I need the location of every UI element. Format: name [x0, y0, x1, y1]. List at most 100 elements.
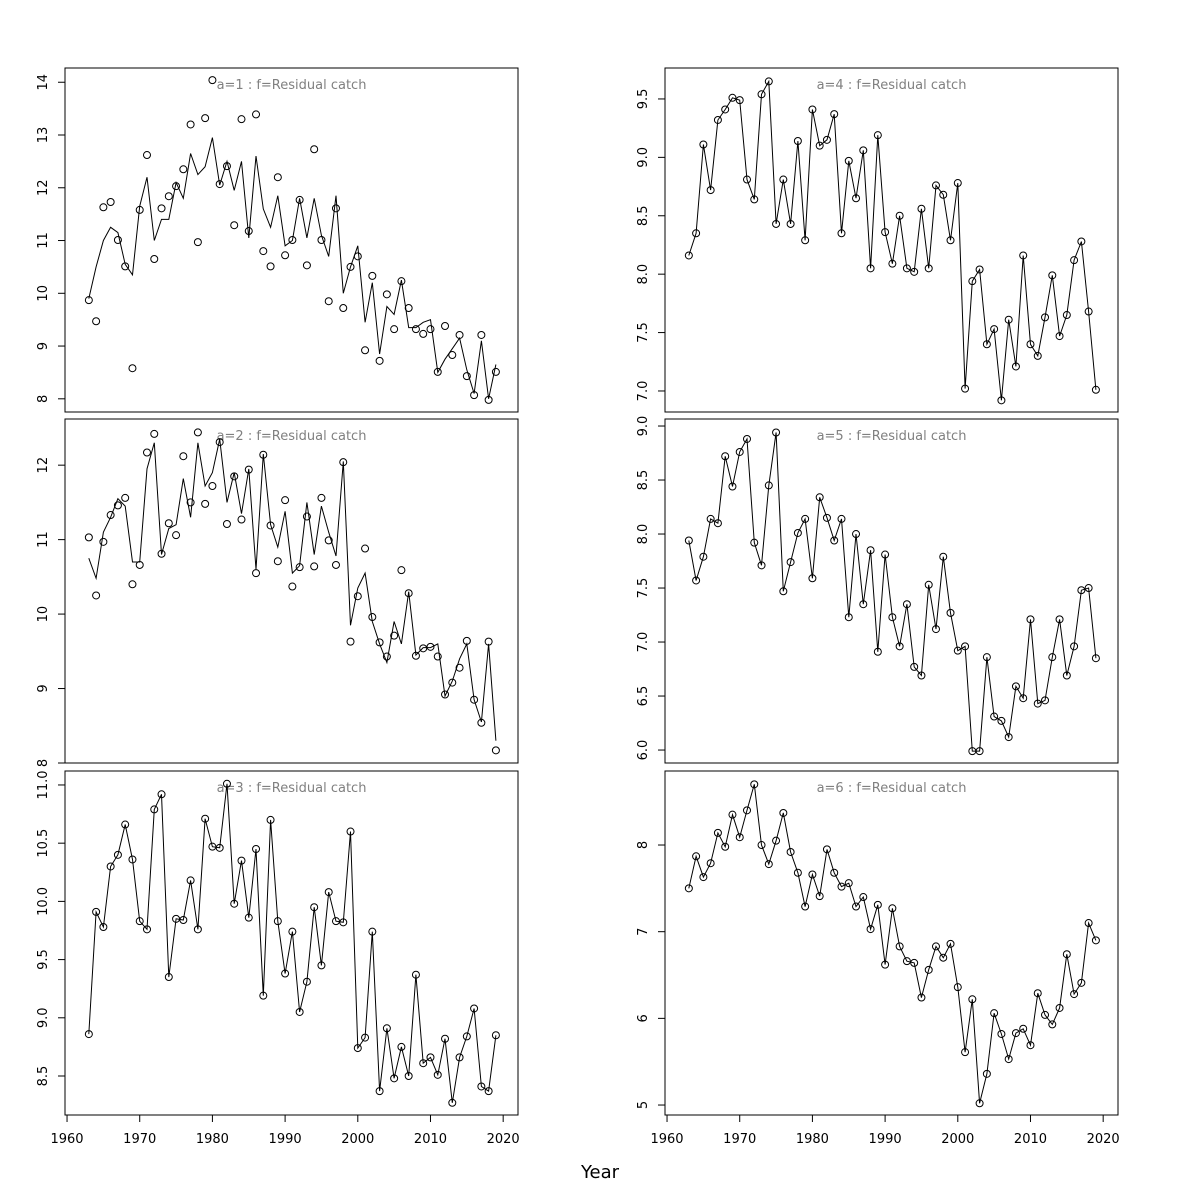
data-point [742, 806, 751, 815]
data-point [346, 827, 355, 836]
data-point [252, 110, 261, 119]
data-point [844, 156, 853, 165]
data-point [801, 236, 810, 245]
data-point [208, 482, 217, 491]
data-point [881, 228, 890, 237]
data-point [859, 600, 868, 609]
data-point [252, 844, 261, 853]
data-point [1055, 615, 1064, 624]
data-point [728, 482, 737, 491]
data-point [953, 983, 962, 992]
data-point [346, 262, 355, 271]
data-point [135, 917, 144, 926]
data-point [142, 151, 151, 160]
panel: a=6 : f=Residual catch 5 6 7 8 1960 1970 1980 19… [636, 770, 1120, 1147]
data-point [1048, 1020, 1057, 1029]
data-point [477, 330, 486, 339]
data-point [419, 329, 428, 338]
data-point [772, 428, 781, 437]
data-point [186, 120, 195, 129]
data-point [288, 927, 297, 936]
data-point [1091, 385, 1100, 394]
y-tick-label: 6.5 [636, 686, 651, 707]
data-point [455, 1053, 464, 1062]
y-tick-label: 7.5 [636, 578, 651, 599]
x-tick-label: 2020 [1087, 1132, 1120, 1147]
data-point [106, 862, 115, 871]
data-point [1084, 919, 1093, 928]
y-tick-label: 8.5 [36, 1066, 51, 1087]
data-point [179, 165, 188, 174]
data-point [215, 180, 224, 189]
data-point [375, 356, 384, 365]
data-point [830, 536, 839, 545]
data-point [128, 855, 137, 864]
data-point [961, 384, 970, 393]
y-tick-label: 9 [36, 684, 51, 692]
data-point [142, 448, 151, 457]
data-point [815, 493, 824, 502]
data-point [462, 1032, 471, 1041]
y-tick-label: 7.0 [636, 632, 651, 653]
data-point [699, 873, 708, 882]
data-point [193, 925, 202, 934]
data-point [779, 808, 788, 817]
data-point [968, 995, 977, 1004]
data-point [721, 105, 730, 114]
data-point [975, 265, 984, 274]
data-point [201, 114, 210, 123]
y-tick-label: 8.0 [636, 264, 651, 285]
data-point [873, 647, 882, 656]
data-point [448, 351, 457, 360]
panel-title: a=6 : f=Residual catch [817, 781, 967, 796]
data-point [419, 644, 428, 653]
data-point [990, 325, 999, 334]
data-point [982, 340, 991, 349]
y-tick-label: 8.5 [636, 470, 651, 491]
panel-title: a=1 : f=Residual catch [217, 78, 367, 93]
data-point [852, 194, 861, 203]
data-point [750, 780, 759, 789]
data-point [106, 198, 115, 207]
data-point [1011, 1029, 1020, 1038]
data-point [1077, 237, 1086, 246]
y-tick-label: 5 [636, 1101, 651, 1109]
data-point [692, 576, 701, 585]
data-point [757, 841, 766, 850]
data-point [164, 519, 173, 528]
data-point [1033, 989, 1042, 998]
data-point [1084, 307, 1093, 316]
x-tick-label: 1960 [650, 1132, 683, 1147]
data-point [375, 1087, 384, 1096]
data-point [215, 438, 224, 447]
data-point [946, 608, 955, 617]
data-point [150, 805, 159, 814]
data-point [121, 493, 130, 502]
data-point [982, 1069, 991, 1078]
data-point [1004, 315, 1013, 324]
y-tick-label: 8 [636, 841, 651, 849]
data-point [721, 842, 730, 851]
data-point [339, 304, 348, 313]
data-point [113, 850, 122, 859]
data-point [1062, 311, 1071, 320]
x-tick-label: 1980 [196, 1132, 229, 1147]
data-point [822, 135, 831, 144]
data-point [757, 90, 766, 99]
data-point [237, 115, 246, 124]
y-tick-label: 10.0 [36, 887, 51, 916]
data-point [92, 317, 101, 326]
data-point [735, 447, 744, 456]
data-point [750, 195, 759, 204]
data-point [1026, 1041, 1035, 1050]
data-point [786, 847, 795, 856]
data-point [266, 262, 275, 271]
data-point [764, 860, 773, 869]
data-point [230, 221, 239, 230]
data-point [888, 259, 897, 268]
data-point [830, 110, 839, 119]
data-point [779, 175, 788, 184]
data-point [310, 562, 319, 571]
data-point [873, 131, 882, 140]
data-point [324, 297, 333, 306]
